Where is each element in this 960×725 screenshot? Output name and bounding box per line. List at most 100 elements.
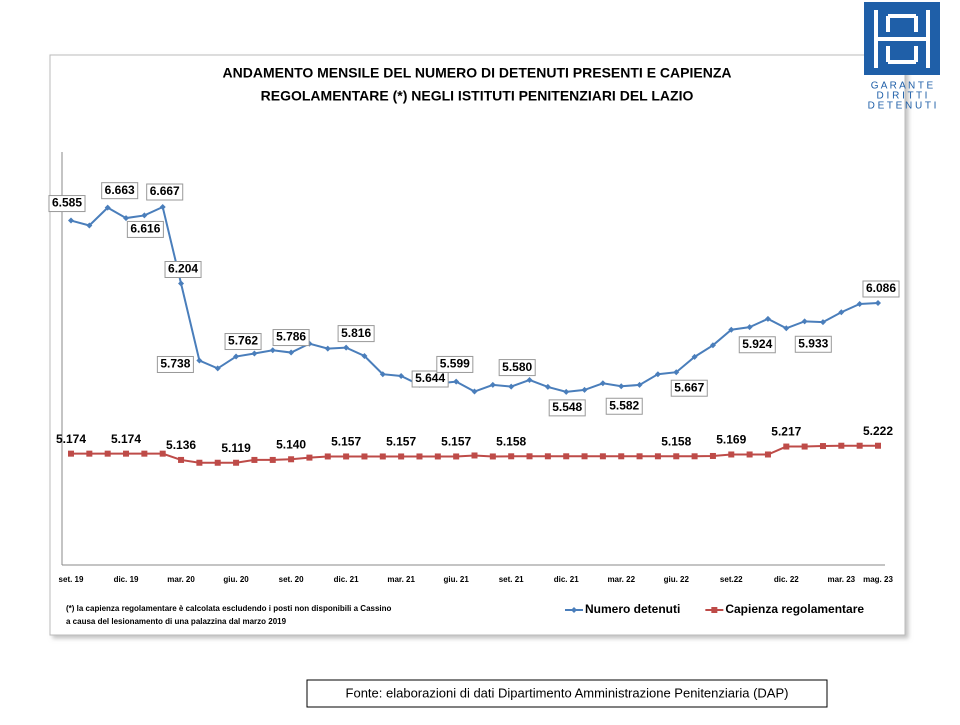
marker: [434, 453, 441, 460]
label-box: [411, 370, 449, 388]
marker: [783, 325, 790, 332]
data-label: 5.157: [441, 435, 471, 449]
label-box: [156, 355, 194, 373]
marker: [196, 357, 203, 364]
x-tick-label: giu. 21: [443, 575, 469, 584]
marker: [856, 442, 863, 449]
marker: [68, 450, 74, 457]
marker: [819, 443, 826, 450]
marker: [269, 456, 276, 463]
data-label: 5.582: [609, 398, 639, 412]
marker: [141, 450, 148, 457]
data-label: 5.924: [742, 337, 772, 351]
marker: [563, 453, 570, 460]
data-label: 5.599: [440, 357, 470, 371]
marker: [471, 388, 478, 395]
marker: [453, 378, 460, 385]
marker: [544, 383, 551, 390]
marker: [618, 453, 625, 460]
marker: [489, 381, 496, 388]
marker: [728, 451, 735, 458]
marker: [104, 204, 111, 211]
marker: [214, 459, 221, 466]
marker: [801, 443, 808, 450]
marker: [508, 453, 515, 460]
data-label: 5.667: [674, 380, 704, 394]
marker: [728, 326, 735, 333]
marker: [123, 450, 130, 457]
data-label: 6.585: [52, 196, 82, 210]
legend-label: Numero detenuti: [585, 602, 680, 616]
marker: [68, 217, 74, 224]
data-label: 6.086: [866, 281, 896, 295]
x-tick-label: giu. 20: [223, 575, 249, 584]
marker: [599, 453, 606, 460]
marker: [581, 386, 588, 393]
data-label: 5.222: [863, 424, 893, 438]
marker: [251, 456, 258, 463]
marker: [746, 451, 753, 458]
data-label: 5.580: [502, 360, 532, 374]
marker: [104, 450, 111, 457]
label-box: [605, 397, 643, 415]
marker: [196, 459, 203, 466]
marker: [819, 319, 826, 326]
marker: [233, 459, 240, 466]
label-box: [548, 399, 586, 417]
label-box: [337, 325, 375, 343]
label-box: [126, 220, 164, 238]
marker: [379, 453, 386, 460]
marker: [709, 342, 716, 349]
x-tick-label: dic. 21: [334, 575, 359, 584]
label-box: [146, 183, 184, 201]
x-tick-label: giu. 22: [664, 575, 690, 584]
logo-mark: [874, 10, 930, 68]
marker: [361, 453, 368, 460]
x-tick-label: set.22: [720, 575, 743, 584]
marker: [178, 280, 185, 287]
data-label: 5.158: [496, 434, 526, 448]
data-label: 5.136: [166, 438, 196, 452]
data-label: 6.204: [168, 262, 198, 276]
marker: [691, 353, 698, 360]
label-box: [738, 336, 776, 354]
chart-frame: [49, 54, 906, 636]
logo-text: G A R A N T E: [871, 81, 934, 92]
data-label: 5.174: [111, 432, 141, 446]
marker: [526, 453, 533, 460]
data-label: 5.644: [415, 371, 445, 385]
marker: [453, 453, 460, 460]
label-box: [436, 355, 474, 373]
marker: [398, 373, 405, 380]
x-tick-label: dic. 22: [774, 575, 799, 584]
marker: [673, 453, 680, 460]
marker: [178, 456, 185, 463]
data-label: 5.157: [331, 435, 361, 449]
logo-text: D I R I T T I: [877, 91, 928, 102]
marker: [251, 350, 258, 357]
x-tick-label: set. 19: [59, 575, 84, 584]
data-label: 5.548: [552, 400, 582, 414]
data-label: 6.667: [150, 184, 180, 198]
marker: [875, 442, 881, 449]
marker: [233, 353, 240, 360]
marker: [526, 376, 533, 383]
marker: [306, 454, 313, 461]
marker: [599, 380, 606, 387]
marker: [214, 365, 221, 372]
data-label: 6.663: [105, 183, 135, 197]
data-label: 5.119: [221, 441, 251, 455]
logo: G A R A N T E D I R I T T I D E T E N U …: [864, 2, 940, 112]
marker: [416, 453, 423, 460]
logo-text: D E T E N U T I: [868, 101, 937, 112]
label-box: [224, 333, 262, 351]
marker: [875, 299, 881, 306]
data-label: 5.933: [798, 336, 828, 350]
marker: [343, 344, 350, 351]
marker: [288, 349, 295, 356]
legend-marker: [711, 607, 718, 613]
marker: [86, 222, 93, 229]
marker: [86, 450, 93, 457]
marker: [288, 456, 295, 463]
legend-label: Capienza regolamentare: [725, 602, 864, 616]
